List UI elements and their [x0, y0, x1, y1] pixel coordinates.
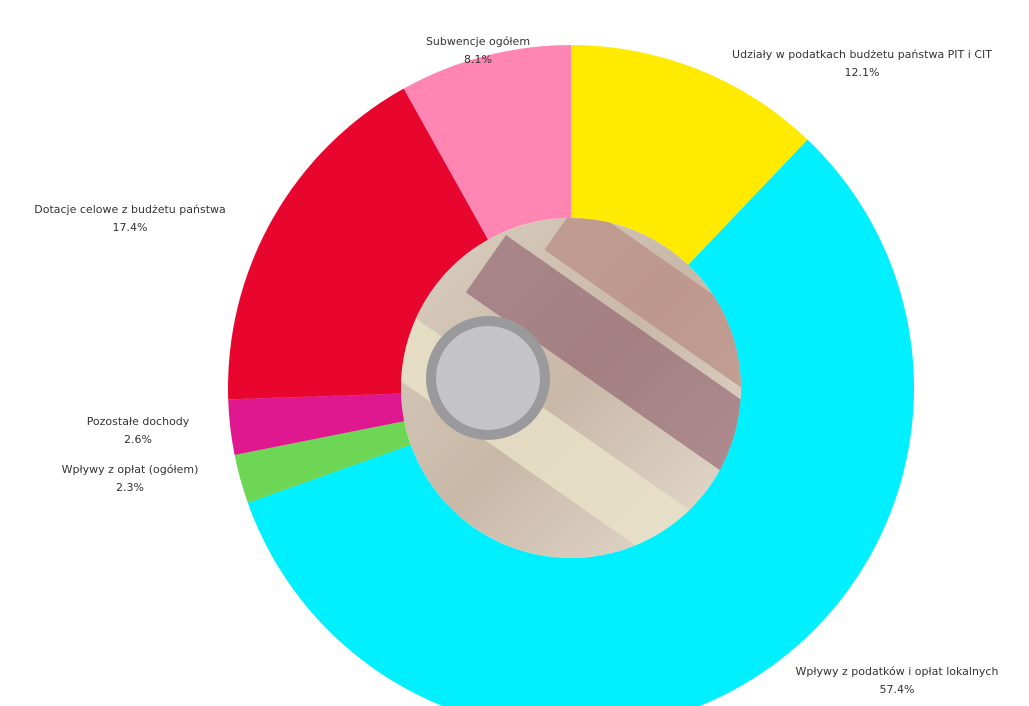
donut-slice — [403, 44, 571, 240]
slice-label: Wpływy z podatków i opłat lokalnych — [796, 665, 999, 678]
donut-slice — [228, 88, 489, 400]
slice-value-label: 17.4% — [113, 221, 148, 234]
center-photo — [401, 218, 741, 558]
slice-value-label: 8.1% — [464, 53, 492, 66]
slice-value-label: 2.3% — [116, 481, 144, 494]
slice-value-label: 57.4% — [880, 683, 915, 696]
slice-label: Dotacje celowe z budżetu państwa — [34, 203, 226, 216]
donut-slice — [234, 421, 411, 503]
labels: Udziały w podatkach budżetu państwa PIT … — [34, 35, 998, 696]
donut-slice — [571, 45, 808, 265]
slice-label: Pozostałe dochody — [87, 415, 190, 428]
slice-value-label: 2.6% — [124, 433, 152, 446]
slice-label: Udziały w podatkach budżetu państwa PIT … — [732, 48, 992, 61]
donut-slice — [228, 393, 405, 455]
slice-label: Subwencje ogółem — [426, 35, 530, 48]
donut-slice — [247, 139, 914, 706]
slice-label: Wpływy z opłat (ogółem) — [62, 463, 199, 476]
slice-value-label: 12.1% — [845, 66, 880, 79]
slices — [228, 44, 914, 706]
